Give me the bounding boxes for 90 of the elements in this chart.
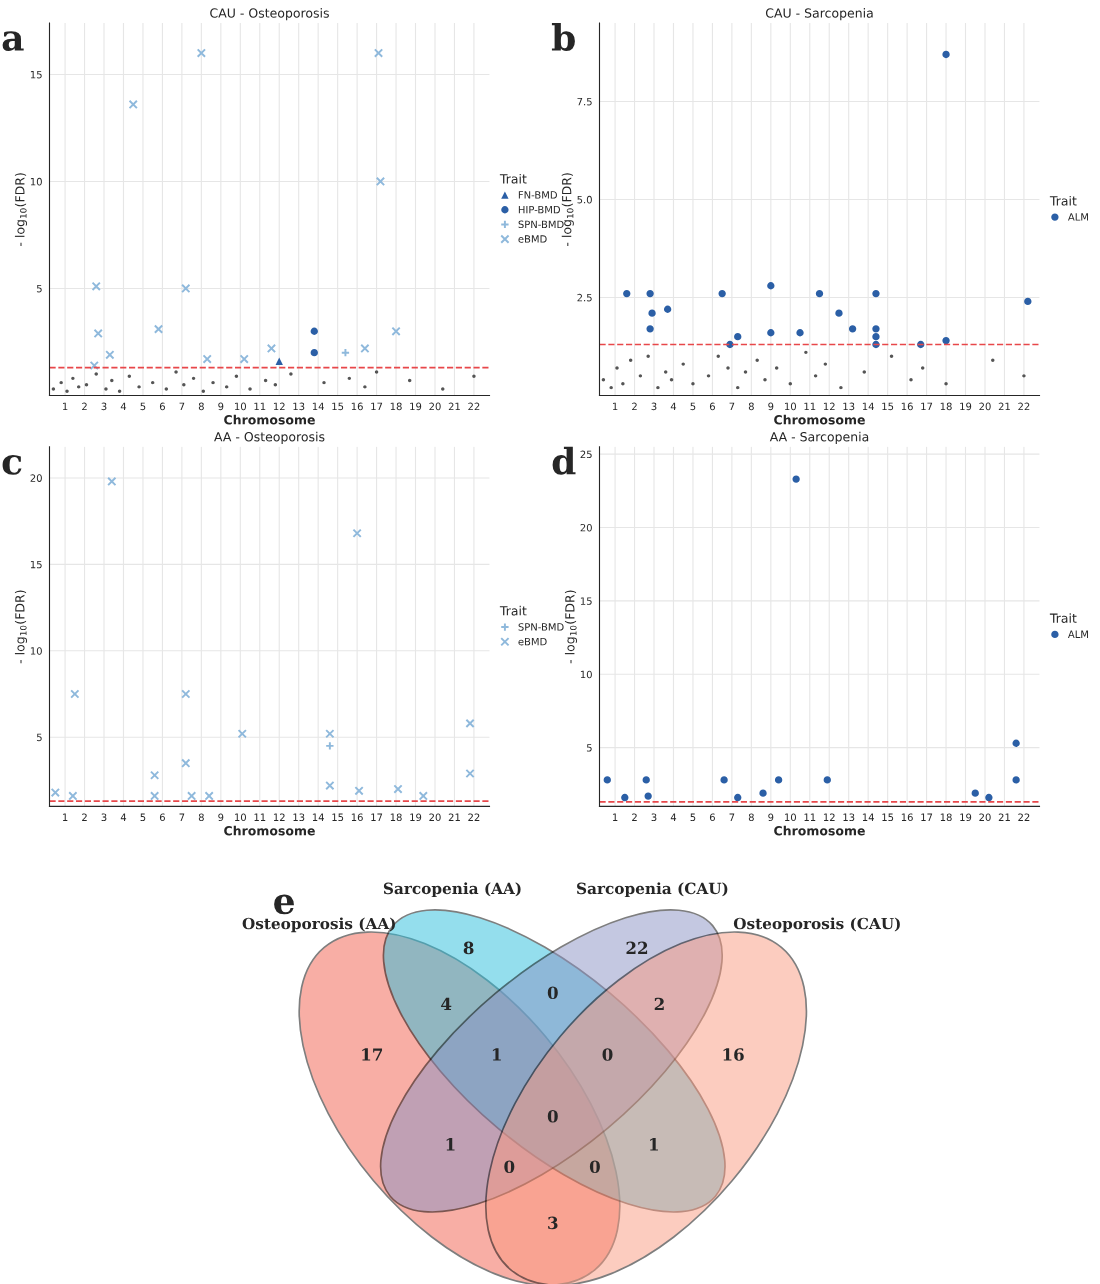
point — [105, 350, 115, 360]
point — [310, 327, 318, 335]
point — [149, 791, 160, 801]
point — [186, 791, 197, 801]
point — [325, 729, 335, 739]
point — [375, 176, 386, 187]
point — [971, 789, 979, 797]
point — [266, 343, 277, 354]
point — [642, 776, 650, 784]
point — [942, 336, 950, 345]
point — [872, 333, 880, 341]
text: 0 — [504, 1160, 515, 1174]
point — [942, 50, 950, 59]
point — [237, 729, 247, 739]
point — [391, 326, 401, 336]
text: 3 — [548, 1216, 558, 1230]
point — [181, 758, 191, 768]
point — [204, 791, 214, 801]
point — [646, 325, 654, 333]
text: 0 — [589, 1160, 600, 1174]
point — [352, 528, 362, 538]
point — [310, 349, 318, 357]
point — [1012, 776, 1020, 784]
point — [196, 48, 206, 58]
point — [181, 689, 191, 699]
point — [202, 354, 212, 364]
point — [360, 343, 370, 354]
point — [835, 309, 843, 317]
point — [663, 305, 672, 313]
point — [50, 787, 60, 798]
text: 4 — [441, 997, 452, 1011]
point — [128, 99, 138, 110]
point — [465, 768, 475, 779]
point — [872, 325, 880, 333]
point — [373, 48, 384, 58]
point — [153, 324, 164, 334]
point — [354, 786, 364, 796]
point — [734, 793, 742, 802]
text: 22 — [626, 941, 648, 954]
text: b — [551, 23, 575, 52]
point — [767, 329, 775, 337]
point — [623, 289, 631, 298]
point — [239, 354, 249, 364]
text: 1 — [446, 1138, 455, 1151]
text: a — [2, 31, 24, 52]
point — [718, 289, 726, 298]
text: 1 — [492, 1048, 501, 1061]
point — [91, 281, 101, 291]
text: 8 — [463, 941, 474, 955]
point — [648, 309, 656, 317]
point — [275, 357, 283, 365]
point — [734, 333, 742, 341]
text: d — [552, 446, 576, 475]
text: 1 — [650, 1138, 658, 1151]
point — [774, 776, 783, 784]
point — [644, 792, 652, 800]
text: 0 — [547, 986, 558, 1000]
point — [70, 689, 80, 699]
point — [646, 289, 654, 298]
text: 16 — [723, 1048, 744, 1061]
point — [465, 718, 475, 729]
point — [792, 475, 800, 483]
text: c — [2, 455, 22, 475]
point — [603, 776, 611, 784]
text: 17 — [362, 1048, 383, 1061]
point — [848, 325, 857, 333]
point — [93, 328, 103, 339]
point — [418, 791, 428, 801]
point — [767, 282, 775, 290]
point — [720, 776, 728, 784]
text: 2 — [654, 997, 664, 1011]
text: 0 — [547, 1109, 558, 1123]
point — [149, 770, 160, 780]
text: e — [274, 894, 294, 915]
point — [1012, 739, 1020, 747]
point — [181, 283, 191, 294]
point — [68, 791, 78, 801]
point — [815, 289, 824, 298]
point — [325, 780, 335, 791]
point — [1024, 297, 1032, 306]
point — [393, 784, 403, 794]
point — [823, 776, 831, 784]
point — [985, 793, 993, 802]
point — [796, 329, 804, 337]
point — [89, 360, 99, 371]
point — [872, 289, 880, 298]
point — [107, 476, 117, 487]
point — [759, 789, 767, 797]
text: 0 — [602, 1048, 613, 1061]
point — [621, 793, 629, 802]
